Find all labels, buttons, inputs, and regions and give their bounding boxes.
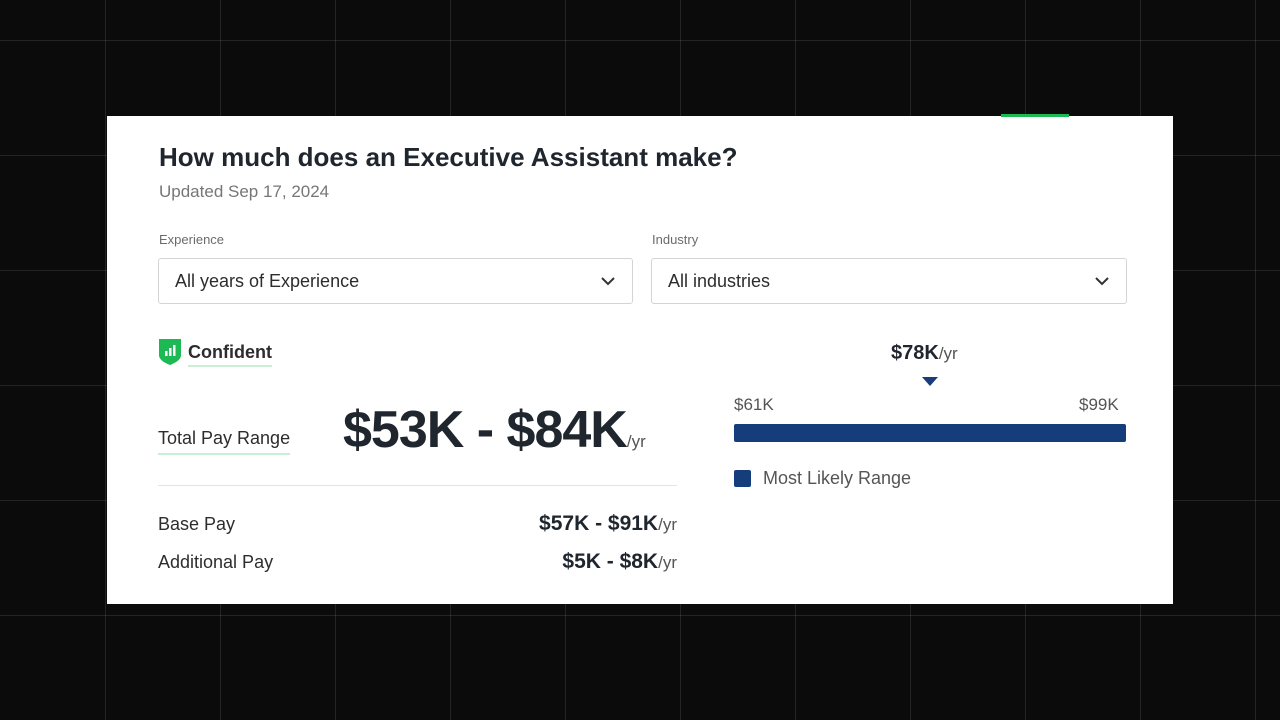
additional-pay-unit: /yr	[658, 553, 677, 572]
range-min-label: $61K	[734, 395, 774, 414]
experience-label: Experience	[159, 232, 225, 247]
chevron-down-icon	[1094, 273, 1110, 289]
median-unit: /yr	[938, 344, 958, 363]
base-pay-value: $57K - $91K	[539, 512, 659, 535]
base-pay-row: Base Pay $57K - $91K/yr	[158, 512, 677, 536]
range-max-label: $99K	[1079, 395, 1119, 414]
divider	[158, 485, 677, 486]
top-accent-bar	[1001, 114, 1069, 117]
legend-label: Most Likely Range	[763, 468, 912, 488]
total-pay-label[interactable]: Total Pay Range	[158, 428, 291, 455]
confidence-indicator[interactable]: Confident	[158, 338, 272, 371]
base-pay-unit: /yr	[658, 515, 677, 534]
industry-value: All industries	[668, 270, 771, 291]
total-pay-value: $53K - $84K	[343, 401, 628, 459]
chevron-down-icon	[600, 273, 616, 289]
additional-pay-row: Additional Pay $5K - $8K/yr	[158, 550, 677, 574]
confidence-label: Confident	[188, 342, 272, 367]
base-pay-label: Base Pay	[158, 514, 236, 534]
median-value: $78K	[891, 342, 939, 364]
shield-chart-icon	[158, 338, 182, 371]
median-pay: $78K/yr	[891, 342, 958, 365]
range-legend: Most Likely Range	[734, 468, 911, 489]
industry-dropdown[interactable]: All industries	[651, 258, 1127, 304]
total-pay-unit: /yr	[626, 432, 646, 451]
median-marker-icon	[922, 377, 938, 386]
experience-value: All years of Experience	[175, 270, 360, 291]
page-title: How much does an Executive Assistant mak…	[159, 142, 738, 172]
total-pay-range: $53K - $84K /yr	[343, 400, 646, 460]
experience-dropdown[interactable]: All years of Experience	[158, 258, 633, 304]
additional-pay-label: Additional Pay	[158, 552, 274, 572]
salary-card: How much does an Executive Assistant mak…	[107, 114, 1173, 604]
updated-date: Updated Sep 17, 2024	[159, 182, 330, 201]
most-likely-range-bar	[734, 424, 1126, 442]
industry-label: Industry	[652, 232, 699, 247]
additional-pay-value: $5K - $8K	[562, 550, 659, 573]
legend-swatch	[734, 470, 751, 487]
